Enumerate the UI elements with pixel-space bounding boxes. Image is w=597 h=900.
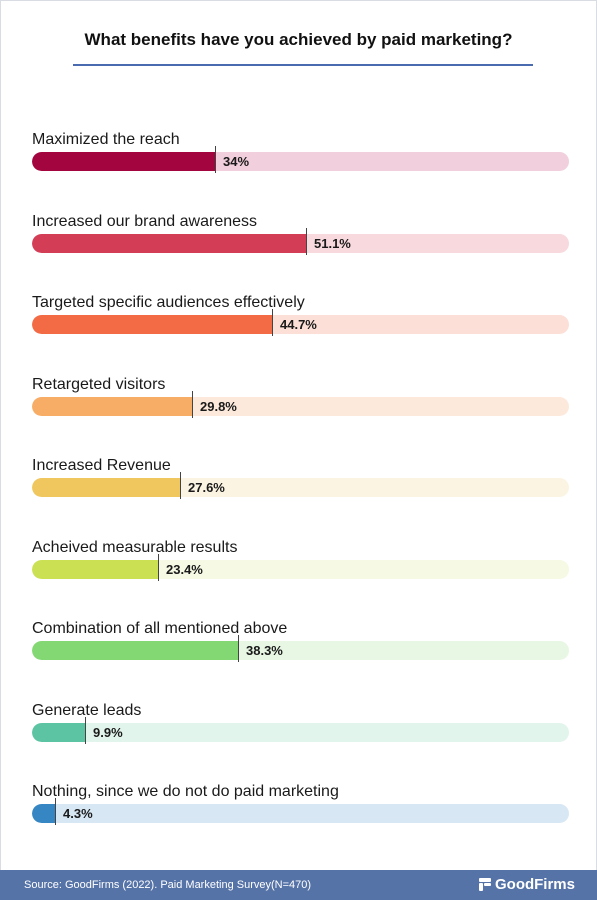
bar-fill [32, 396, 192, 416]
bar-track [32, 315, 569, 334]
bar-value-label: 4.3% [63, 806, 93, 821]
bar-value-label: 34% [223, 154, 250, 169]
bar-end-marker [85, 716, 86, 744]
bar-category-label: Retargeted visitors [32, 375, 166, 393]
bar-track [32, 641, 569, 660]
bar-category-label: Increased our brand awareness [32, 212, 258, 230]
bar-value-label: 29.8% [200, 398, 237, 414]
bar-category-label: Nothing, since we do not do paid marketi… [32, 783, 339, 800]
bar-category-label: Acheived measurable results [32, 538, 238, 556]
brand-name: GoodFirms [494, 876, 575, 893]
chart-title: What benefits have you achieved by paid … [84, 30, 513, 49]
bar-value-label: 27.6% [188, 480, 225, 495]
bar-fill [32, 152, 215, 171]
bar-end-marker [215, 146, 216, 173]
bar-item: Targeted specific audiences effectively 4… [32, 294, 569, 354]
bar-fill [32, 233, 306, 253]
goodfirms-logo-icon [478, 878, 491, 891]
bar-fill [32, 641, 238, 660]
bar-item: Generate leads 9.9% [32, 702, 569, 762]
bar-item: Nothing, since we do not do paid marketi… [32, 783, 569, 843]
bar-fill [32, 315, 272, 334]
bar-end-marker [238, 635, 239, 662]
bar-fill [32, 559, 158, 579]
bar-end-marker [158, 553, 159, 581]
bar-category-label: Combination of all mentioned above [32, 620, 288, 637]
bar-track [32, 559, 569, 579]
bar-track [32, 396, 569, 416]
bar-item: Maximized the reach 34% [32, 131, 569, 191]
bar-value-label: 38.3% [246, 643, 283, 658]
bar-track [32, 233, 569, 253]
bar-chart: Maximized the reach 34% Increased our bran… [32, 131, 569, 843]
bar-item: Acheived measurable results 23.4% [32, 539, 569, 599]
bar-value-label: 9.9% [93, 724, 123, 740]
bar-end-marker [180, 472, 181, 499]
bar-track [32, 804, 569, 823]
bar-end-marker [192, 390, 193, 418]
bar-category-label: Increased Revenue [32, 457, 171, 474]
bar-track [32, 478, 569, 497]
bar-category-label: Generate leads [32, 701, 142, 719]
bar-fill [32, 804, 55, 823]
brand-logo: GoodFirms [478, 876, 575, 893]
bar-value-label: 44.7% [280, 317, 317, 332]
footer-bar: Source: GoodFirms (2022). Paid Marketing… [0, 870, 597, 900]
bar-end-marker [55, 798, 56, 825]
bar-item: Combination of all mentioned above 38.3% [32, 620, 569, 680]
bar-end-marker [306, 227, 307, 255]
bar-item: Retargeted visitors 29.8% [32, 376, 569, 436]
source-note: Source: GoodFirms (2022). Paid Marketing… [24, 879, 312, 891]
bar-value-label: 23.4% [166, 561, 203, 577]
bar-category-label: Targeted specific audiences effectively [32, 294, 305, 311]
bar-value-label: 51.1% [314, 235, 351, 251]
bar-fill [32, 478, 180, 497]
bar-end-marker [272, 309, 273, 336]
title-underline [73, 64, 533, 66]
bar-item: Increased our brand awareness 51.1% [32, 213, 569, 273]
bar-item: Increased Revenue 27.6% [32, 457, 569, 517]
bar-track [32, 152, 569, 171]
bar-track [32, 722, 569, 742]
bar-fill [32, 722, 85, 742]
bar-category-label: Maximized the reach [32, 131, 180, 148]
